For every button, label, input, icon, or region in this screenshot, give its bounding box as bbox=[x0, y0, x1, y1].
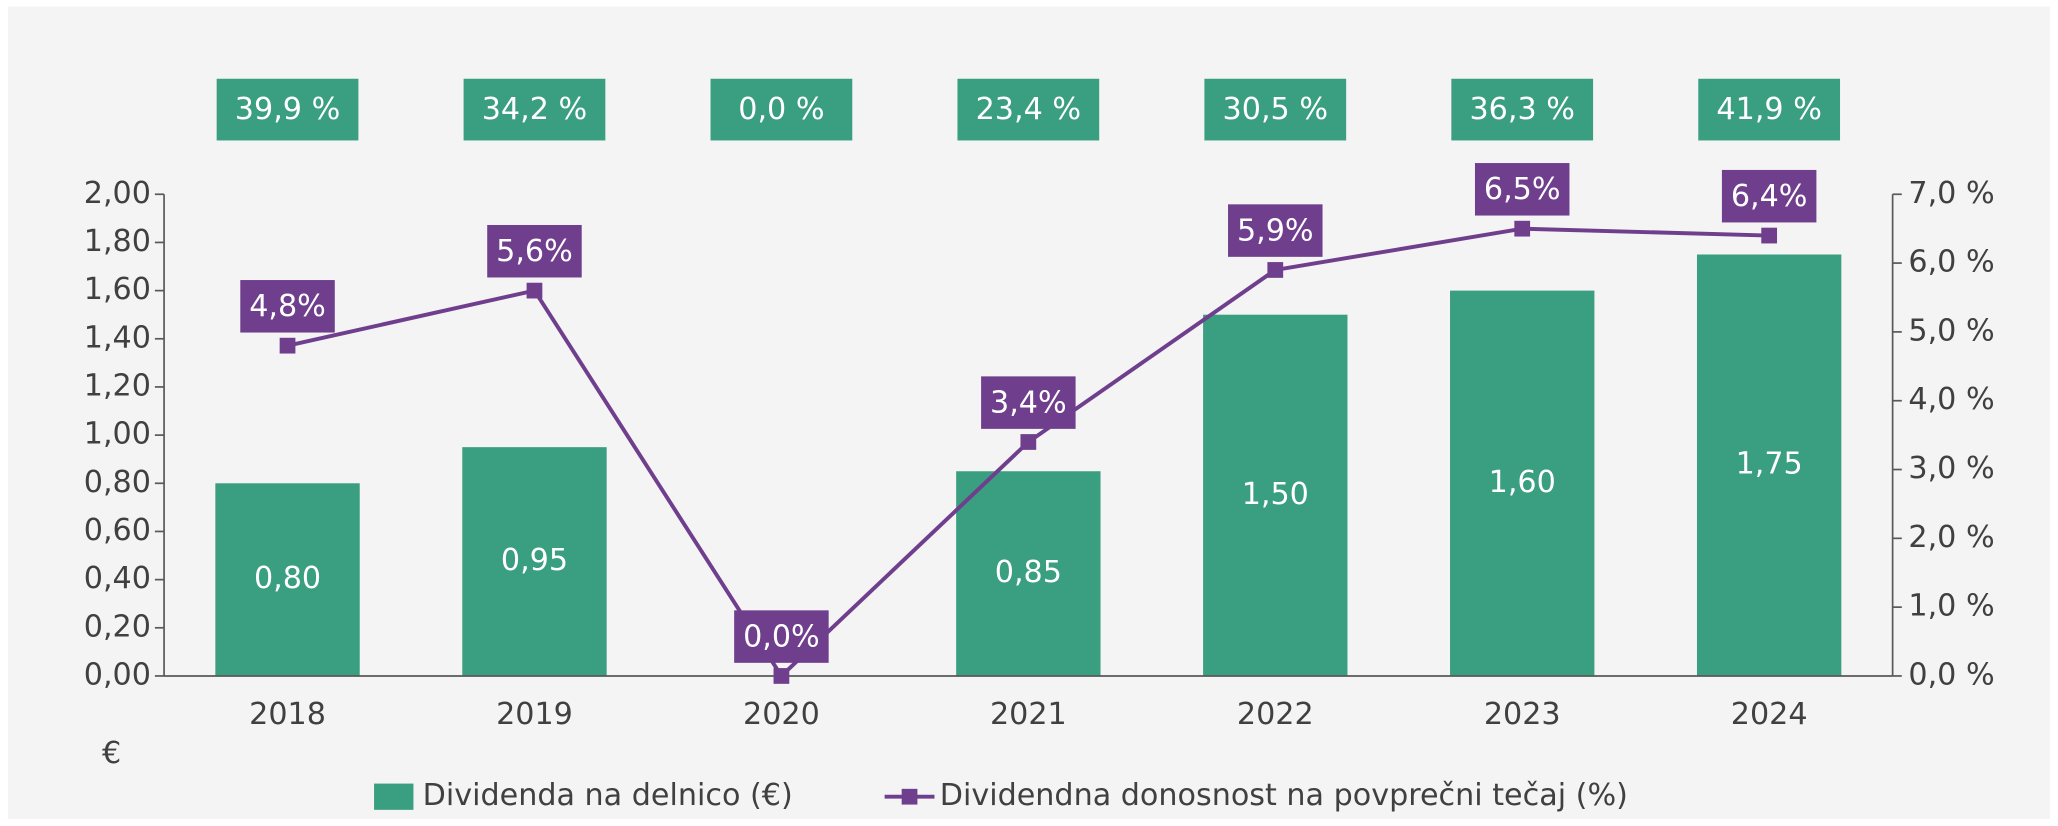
line-label: 4,8% bbox=[249, 289, 326, 324]
bar bbox=[1696, 254, 1842, 676]
y-tick-label: 0,20 bbox=[84, 609, 151, 644]
top-label-box bbox=[463, 78, 606, 141]
line-marker bbox=[1514, 220, 1531, 237]
bar-label: 1,50 bbox=[1242, 477, 1309, 512]
top-label-box bbox=[216, 78, 359, 141]
line-label: 3,4% bbox=[990, 385, 1067, 420]
top-label: 30,5 % bbox=[1223, 92, 1328, 127]
x-tick-label: 2018 bbox=[249, 697, 326, 732]
y2-tick-label: 3,0 % bbox=[1908, 451, 1994, 486]
y-tick-label: 1,80 bbox=[84, 224, 151, 259]
y-tick-label: 1,00 bbox=[84, 417, 151, 452]
x-tick-label: 2019 bbox=[496, 697, 573, 732]
top-label-box bbox=[1698, 78, 1841, 141]
line-label-box bbox=[1228, 204, 1323, 257]
bar-label: 0,80 bbox=[254, 561, 321, 596]
line-label-box bbox=[487, 224, 582, 278]
legend-label: Dividendna donosnost na povprečni tečaj … bbox=[940, 778, 1628, 813]
bar-label: 0,85 bbox=[995, 555, 1062, 590]
x-tick-label: 2023 bbox=[1484, 697, 1561, 732]
line-label-box bbox=[734, 610, 829, 663]
x-tick-label: 2021 bbox=[990, 697, 1067, 732]
line-label: 5,6% bbox=[496, 234, 573, 269]
x-tick-label: 2020 bbox=[743, 697, 820, 732]
y2-tick-label: 5,0 % bbox=[1908, 313, 1994, 348]
y-tick-label: 2,00 bbox=[84, 176, 151, 211]
bar-label: 0,95 bbox=[501, 543, 568, 578]
line-label: 5,9% bbox=[1237, 213, 1314, 248]
top-label: 0,0 % bbox=[738, 92, 824, 127]
x-tick-label: 2024 bbox=[1731, 697, 1808, 732]
y2-tick-label: 0,0 % bbox=[1908, 657, 1994, 692]
line-marker bbox=[1267, 262, 1284, 278]
x-tick-label: 2022 bbox=[1237, 697, 1314, 732]
bar-label: 1,75 bbox=[1736, 447, 1803, 482]
y-axis-label: € bbox=[102, 736, 121, 771]
y-tick-label: 1,20 bbox=[84, 368, 151, 403]
line-marker bbox=[773, 668, 790, 684]
line-label-box bbox=[981, 376, 1076, 429]
line-marker bbox=[526, 282, 543, 299]
y2-tick-label: 7,0 % bbox=[1908, 176, 1994, 211]
y2-tick-label: 4,0 % bbox=[1908, 382, 1994, 417]
line-label-box bbox=[1474, 163, 1570, 216]
bar bbox=[956, 471, 1101, 676]
top-label-box bbox=[710, 78, 853, 141]
y2-tick-label: 2,0 % bbox=[1908, 520, 1994, 555]
bar bbox=[1450, 290, 1595, 676]
line-marker bbox=[279, 337, 296, 354]
line-marker bbox=[1020, 434, 1037, 450]
line-label-box bbox=[1721, 169, 1817, 223]
line-marker bbox=[1761, 227, 1778, 244]
top-label: 34,2 % bbox=[482, 92, 587, 127]
top-label: 39,9 % bbox=[235, 92, 340, 127]
top-label: 41,9 % bbox=[1716, 92, 1821, 127]
y-tick-label: 0,00 bbox=[84, 657, 151, 692]
y-tick-label: 1,60 bbox=[84, 272, 151, 307]
top-label: 36,3 % bbox=[1469, 92, 1574, 127]
line-label: 0,0% bbox=[743, 619, 820, 654]
y-tick-label: 0,40 bbox=[84, 561, 151, 596]
top-label: 23,4 % bbox=[976, 92, 1081, 127]
bar bbox=[1203, 314, 1348, 676]
line-label: 6,5% bbox=[1484, 172, 1561, 207]
legend-label: Dividenda na delnico (€) bbox=[423, 778, 793, 813]
y2-tick-label: 1,0 % bbox=[1908, 589, 1994, 624]
y-tick-label: 0,80 bbox=[84, 465, 151, 500]
bar bbox=[462, 447, 607, 676]
legend-marker bbox=[901, 788, 918, 805]
y2-tick-label: 6,0 % bbox=[1908, 245, 1994, 280]
y-tick-label: 0,60 bbox=[84, 513, 151, 548]
bar-label: 1,60 bbox=[1489, 465, 1556, 500]
line-label-box bbox=[240, 280, 335, 333]
top-label-box bbox=[1451, 78, 1594, 141]
top-label-box bbox=[957, 78, 1100, 141]
bar bbox=[215, 483, 360, 676]
legend-swatch bbox=[374, 783, 414, 810]
line-label: 6,4% bbox=[1731, 179, 1808, 214]
top-label-box bbox=[1204, 78, 1347, 141]
y-tick-label: 1,40 bbox=[84, 320, 151, 355]
